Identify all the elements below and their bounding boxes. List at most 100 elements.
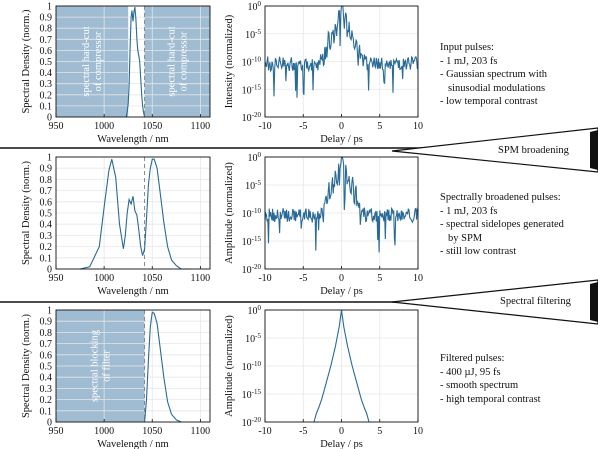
note-filtered-pulses: Filtered pulses: - 400 µJ, 95 fs - smoot…	[440, 352, 541, 406]
note-title: Input pulses:	[440, 42, 494, 53]
note-item: - 400 µJ, 95 fs	[440, 366, 501, 378]
y-tick-label: 0.1	[40, 406, 53, 417]
y-tick-label: 0.3	[40, 384, 53, 395]
y-tick-label: 0.8	[40, 24, 53, 35]
series-line	[79, 158, 191, 270]
y-tick-label: 0.9	[40, 13, 53, 24]
note-title: Spectrally broadened pulses:	[440, 192, 561, 203]
x-tick-label: 1000	[94, 426, 114, 437]
x-tick-label: 0	[339, 426, 344, 437]
y-tick-label: 0.4	[40, 373, 53, 384]
y-tick-label: 0.5	[40, 209, 53, 220]
region-annotation: spectral hard-cutof compressor	[166, 26, 189, 96]
x-tick-label: 1000	[94, 273, 114, 284]
y-axis-label: Intensity (normalized)	[224, 14, 235, 108]
y-tick-label: 10-10	[242, 360, 262, 373]
y-tick-label: 10-5	[245, 28, 261, 41]
y-tick-label: 0.8	[40, 175, 53, 186]
y-tick-label: 0.4	[40, 68, 53, 79]
x-tick-label: 10	[413, 121, 423, 132]
x-tick-label: 1100	[191, 273, 211, 284]
x-axis-label: Wavelength / nm	[97, 134, 168, 145]
x-tick-label: -10	[258, 273, 271, 284]
y-tick-label: 10-10	[242, 56, 262, 69]
note-input-pulses: Input pulses: - 1 mJ, 203 fs - Gaussian …	[440, 41, 547, 109]
arrow-wedge-spm	[391, 127, 598, 173]
y-tick-label: 1	[47, 2, 52, 13]
x-tick-label: -5	[299, 121, 307, 132]
y-tick-label: 1	[47, 153, 52, 164]
y-axis-label: Amplitude (normalized)	[224, 315, 235, 417]
y-tick-label: 0.2	[40, 395, 53, 406]
y-tick-label: 0.6	[40, 350, 53, 361]
y-tick-label: 0.5	[40, 362, 53, 373]
y-tick-label: 0	[47, 418, 52, 429]
y-tick-label: 0.2	[40, 242, 53, 253]
y-tick-label: 0.7	[40, 35, 53, 46]
plot-frame	[55, 5, 211, 118]
y-tick-label: 10-5	[245, 332, 261, 345]
x-tick-label: 0	[339, 121, 344, 132]
note-item: - spectral sidelopes generated	[440, 219, 564, 230]
plot-frame	[55, 309, 211, 423]
y-tick-label: 10-10	[242, 207, 262, 220]
note-item: - 1 mJ, 203 fs	[440, 205, 498, 217]
x-axis-label: Delay / ps	[320, 134, 363, 145]
note-title: Filtered pulses:	[440, 353, 505, 364]
y-tick-label: 0.8	[40, 328, 53, 339]
y-tick-label: 0.6	[40, 46, 53, 57]
series-line	[125, 6, 146, 118]
x-tick-label: 950	[49, 426, 64, 437]
y-tick-label: 0.9	[40, 164, 53, 175]
x-tick-label: 5	[377, 273, 382, 284]
x-tick-label: 1100	[191, 121, 211, 132]
x-tick-label: 5	[377, 426, 382, 437]
arrow-wedge-filtering	[391, 279, 598, 325]
y-tick-label: 10-15	[242, 235, 262, 248]
y-tick-label: 10-20	[242, 263, 262, 276]
y-tick-label: 10-15	[242, 83, 262, 96]
y-tick-label: 0.3	[40, 231, 53, 242]
y-tick-label: 10-20	[242, 416, 262, 429]
x-axis-label: Wavelength / nm	[97, 286, 168, 297]
y-tick-label: 0.4	[40, 220, 53, 231]
y-axis-label: Spectral Density (norm.)	[21, 313, 32, 418]
arrow-tip-filtering	[590, 282, 598, 322]
y-tick-label: 10-5	[245, 179, 261, 192]
y-tick-label: 0.9	[40, 317, 53, 328]
y-tick-label: 0.1	[40, 253, 53, 264]
x-tick-label: -5	[299, 273, 307, 284]
y-tick-label: 0.3	[40, 79, 53, 90]
region-annotation: spectral hard-cutof compressor	[81, 26, 104, 96]
y-tick-label: 10-20	[242, 111, 262, 124]
y-axis-label: Amplitude (normalized)	[224, 162, 235, 264]
x-tick-label: 10	[413, 273, 423, 284]
x-tick-label: -10	[258, 426, 271, 437]
note-item: - still low contrast	[440, 246, 517, 257]
x-tick-label: 0	[339, 273, 344, 284]
y-tick-label: 0.7	[40, 339, 53, 350]
y-tick-label: 0	[47, 265, 52, 276]
note-broadened-pulses: Spectrally broadened pulses: - 1 mJ, 203…	[440, 191, 564, 259]
region-annotation: spectral blockingof filter	[89, 329, 112, 402]
y-axis-label: Spectral Density (norm.)	[21, 9, 32, 114]
y-tick-label: 100	[248, 151, 262, 164]
x-axis-label: Delay / ps	[320, 286, 363, 297]
y-tick-label: 0.7	[40, 186, 53, 197]
y-tick-label: 1	[47, 306, 52, 317]
x-axis-label: Delay / ps	[320, 439, 363, 449]
x-tick-label: 950	[49, 121, 64, 132]
arrow-tip-spm	[590, 130, 598, 170]
x-tick-label: 1050	[142, 121, 162, 132]
x-tick-label: 1100	[191, 426, 211, 437]
y-tick-label: 0	[47, 113, 52, 124]
y-axis-label: Spectral Density (norm.)	[21, 160, 32, 265]
x-tick-label: -10	[258, 121, 271, 132]
note-item: - low temporal contrast	[440, 96, 538, 107]
y-tick-label: 0.2	[40, 90, 53, 101]
note-item: by SPM	[448, 232, 483, 244]
x-tick-label: 1050	[142, 426, 162, 437]
note-item: - Gaussian spectrum with	[440, 69, 548, 80]
y-tick-label: 100	[248, 304, 262, 317]
